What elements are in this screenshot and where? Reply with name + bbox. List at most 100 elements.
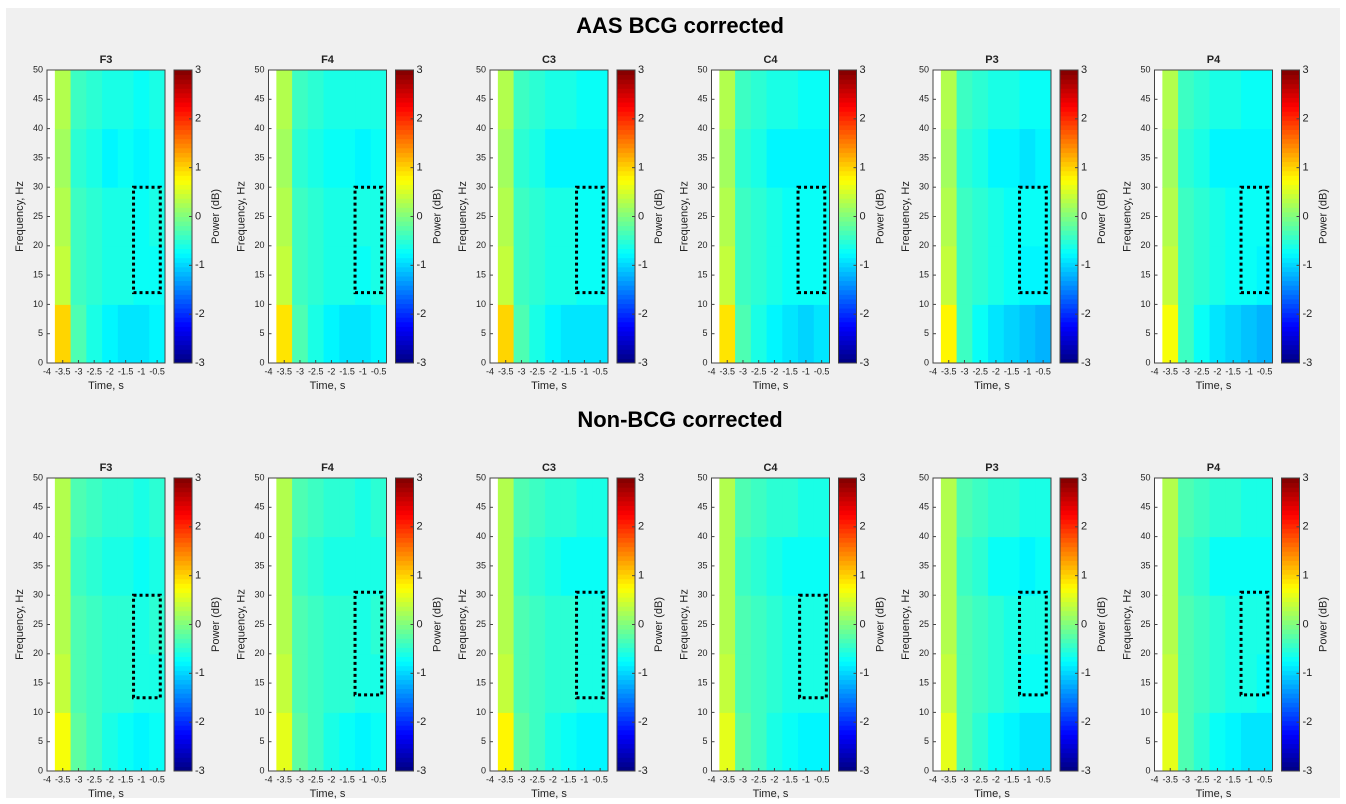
- heat-cell: [940, 70, 958, 130]
- heat-cell: [592, 245, 609, 305]
- colorbar-segment: [395, 510, 414, 516]
- heat-cell: [1035, 304, 1052, 364]
- colorbar-segment: [395, 766, 414, 772]
- colorbar-segment: [174, 725, 192, 731]
- heat-cell: [972, 245, 989, 305]
- colorbar-segment: [838, 633, 857, 639]
- heat-cell: [1209, 478, 1226, 538]
- colorbar-tick-label: 3: [195, 64, 201, 76]
- colorbar-segment: [1060, 743, 1078, 749]
- colorbar-segment: [174, 583, 192, 589]
- colorbar-segment: [174, 523, 192, 529]
- colorbar-segment: [617, 147, 635, 153]
- x-axis-label: Time, s: [310, 788, 346, 800]
- heat-cell: [940, 304, 958, 364]
- heat-cell: [149, 712, 166, 772]
- heat-cell: [1209, 128, 1226, 188]
- x-axis-label: Time, s: [531, 380, 567, 392]
- heat-cell: [592, 128, 609, 188]
- heat-cell: [292, 536, 309, 596]
- colorbar-tick-label: -3: [860, 357, 870, 369]
- heat-cell: [798, 128, 815, 188]
- colorbar-tick-label: -2: [638, 716, 648, 728]
- colorbar-tick-label: -2: [1303, 716, 1313, 728]
- colorbar-segment: [838, 674, 857, 680]
- colorbar-segment: [617, 706, 635, 712]
- colorbar-segment: [174, 542, 192, 548]
- colorbar-segment: [617, 321, 635, 327]
- x-tick-label: -3.5: [1162, 774, 1178, 784]
- colorbar-segment: [174, 115, 192, 121]
- colorbar-segment: [617, 225, 635, 231]
- colorbar-segment: [1281, 152, 1300, 158]
- colorbar-segment: [1281, 642, 1300, 648]
- colorbar-tick-label: -3: [417, 357, 427, 369]
- section-title: Non-BCG corrected: [577, 407, 782, 432]
- colorbar-segment: [174, 179, 192, 185]
- colorbar-segment: [1281, 79, 1300, 85]
- x-tick-label: -1.5: [1004, 774, 1020, 784]
- colorbar-segment: [1060, 207, 1078, 213]
- colorbar-segment: [1060, 647, 1078, 653]
- y-tick-label: 40: [1140, 531, 1150, 541]
- x-tick-label: -3.5: [719, 774, 735, 784]
- x-tick-label: -4: [264, 366, 272, 376]
- colorbar-segment: [838, 505, 857, 511]
- heat-cell: [1225, 595, 1242, 655]
- y-tick-label: 50: [697, 64, 707, 74]
- colorbar-segment: [838, 83, 857, 89]
- heat-cell: [1225, 245, 1242, 305]
- colorbar-segment: [1281, 326, 1300, 332]
- colorbar-segment: [617, 257, 635, 263]
- colorbar-segment: [174, 555, 192, 561]
- heat-cell: [560, 478, 578, 538]
- x-tick-label: -2: [992, 366, 1000, 376]
- colorbar-segment: [1060, 523, 1078, 529]
- colorbar-segment: [1060, 564, 1078, 571]
- colorbar-segment: [1281, 766, 1300, 772]
- colorbar-segment: [838, 166, 857, 172]
- heat-cell: [292, 653, 309, 713]
- heat-cell: [86, 536, 103, 596]
- colorbar-segment: [838, 491, 857, 497]
- y-tick-label: 45: [919, 94, 929, 104]
- heat-cell: [355, 653, 372, 713]
- x-tick-label: -3.5: [276, 774, 292, 784]
- heat-cell: [735, 128, 752, 188]
- heat-cell: [149, 70, 166, 130]
- colorbar-segment: [617, 546, 635, 552]
- colorbar-segment: [174, 349, 192, 355]
- colorbar-segment: [395, 546, 414, 552]
- heat-cell: [782, 128, 799, 188]
- heat-cell: [339, 653, 356, 713]
- colorbar-segment: [1281, 166, 1300, 172]
- colorbar-segment: [1060, 670, 1078, 676]
- colorbar-segment: [395, 757, 414, 763]
- y-tick-label: 40: [919, 531, 929, 541]
- heat-cell: [513, 595, 530, 655]
- y-tick-label: 10: [919, 707, 929, 717]
- y-tick-label: 30: [254, 590, 264, 600]
- colorbar-segment: [617, 748, 635, 754]
- colorbar-segment: [1060, 560, 1078, 566]
- x-tick-label: -2: [327, 366, 335, 376]
- colorbar-segment: [838, 688, 857, 694]
- colorbar-segment: [617, 679, 635, 685]
- heat-cell: [307, 304, 325, 364]
- y-tick-label: 25: [254, 619, 264, 629]
- colorbar-segment: [1060, 537, 1078, 543]
- y-tick-label: 15: [254, 269, 264, 279]
- colorbar-segment: [617, 294, 635, 300]
- colorbar-segment: [1060, 578, 1078, 584]
- colorbar-segment: [1060, 138, 1078, 144]
- colorbar-tick-label: 2: [1303, 521, 1309, 533]
- x-tick-label: -3: [739, 774, 747, 784]
- heat-cell: [1003, 245, 1021, 305]
- y-tick-label: 30: [33, 590, 43, 600]
- heat-cell: [117, 653, 135, 713]
- colorbar-segment: [1060, 335, 1078, 341]
- heat-cell: [1241, 653, 1258, 713]
- heat-cell: [782, 595, 799, 655]
- colorbar-tick-label: 1: [860, 162, 866, 174]
- colorbar-segment: [838, 97, 857, 103]
